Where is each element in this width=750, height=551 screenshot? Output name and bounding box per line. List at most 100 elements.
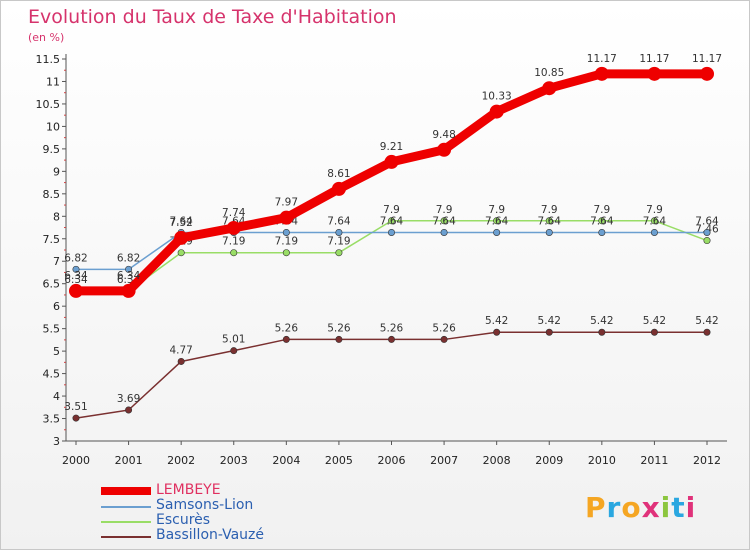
data-point <box>335 228 343 236</box>
data-point <box>440 217 448 225</box>
logo-letter: r <box>606 491 622 524</box>
data-label: 5.26 <box>432 322 456 334</box>
data-point <box>387 217 395 225</box>
data-point <box>493 228 501 236</box>
data-label: 6.82 <box>117 252 140 264</box>
y-tick-label: 3.5 <box>43 413 61 426</box>
data-label: 11.17 <box>639 53 669 65</box>
data-point <box>335 335 343 343</box>
data-point <box>282 249 290 257</box>
y-tick-label: 6 <box>53 300 60 313</box>
data-point <box>545 217 553 225</box>
x-tick-label: 2012 <box>693 454 721 467</box>
data-point <box>650 328 658 336</box>
data-label: 5.42 <box>590 315 613 327</box>
data-point <box>493 328 501 336</box>
data-label: 7.9 <box>436 204 453 216</box>
chart-title: Evolution du Taux de Taxe d'Habitation <box>28 6 397 28</box>
data-point <box>72 414 80 422</box>
logo-letter: o <box>621 491 642 524</box>
data-point <box>177 249 185 257</box>
x-tick-label: 2005 <box>325 454 353 467</box>
x-tick-label: 2010 <box>588 454 616 467</box>
data-point <box>230 249 238 257</box>
y-tick-label: 11 <box>46 75 60 88</box>
y-tick-label: 8 <box>53 210 60 223</box>
x-tick-label: 2009 <box>535 454 563 467</box>
y-tick-label: 5.5 <box>43 323 61 336</box>
legend-label: LEMBEYE <box>156 482 221 498</box>
legend-label: Samsons-Lion <box>156 497 254 513</box>
legend-swatch <box>101 506 151 508</box>
data-label: 7.9 <box>593 204 610 216</box>
data-point <box>703 237 711 245</box>
data-label: 5.26 <box>275 322 299 334</box>
data-label: 7.19 <box>327 236 350 248</box>
y-tick-label: 4 <box>53 390 60 403</box>
data-label: 7.64 <box>538 215 562 227</box>
data-label: 7.64 <box>695 215 719 227</box>
logo-letter: P <box>585 491 607 524</box>
data-point <box>489 104 504 119</box>
data-label: 3.69 <box>117 393 140 405</box>
x-tick-label: 2003 <box>220 454 248 467</box>
data-label: 8.61 <box>327 168 350 180</box>
data-point <box>700 66 714 81</box>
chart-unit: (en %) <box>28 31 65 44</box>
data-point <box>282 335 290 343</box>
data-point <box>121 283 136 298</box>
data-label: 6.34 <box>117 270 141 282</box>
data-label: 5.42 <box>538 315 561 327</box>
logo-letter: x <box>641 491 661 524</box>
data-point <box>650 217 658 225</box>
y-tick-label: 7 <box>53 255 60 268</box>
data-point <box>703 228 711 236</box>
data-point <box>174 230 189 245</box>
data-label: 7.19 <box>222 236 245 248</box>
data-label: 10.33 <box>482 91 512 103</box>
y-tick-label: 5 <box>53 345 60 358</box>
data-point <box>440 228 448 236</box>
data-point <box>493 217 501 225</box>
data-label: 5.26 <box>380 322 404 334</box>
data-label: 7.9 <box>383 204 400 216</box>
data-label: 11.17 <box>692 53 722 65</box>
data-point <box>177 357 185 365</box>
data-label: 7.9 <box>646 204 663 216</box>
y-tick-label: 6.5 <box>43 278 61 291</box>
data-label: 9.21 <box>380 141 403 153</box>
data-point <box>437 142 452 157</box>
data-label: 5.01 <box>222 334 245 346</box>
data-label: 7.52 <box>169 217 192 229</box>
x-tick-label: 2001 <box>115 454 143 467</box>
data-point <box>598 217 606 225</box>
data-point <box>545 328 553 336</box>
data-label: 6.34 <box>64 270 88 282</box>
data-label: 7.64 <box>380 215 404 227</box>
data-label: 7.64 <box>485 215 509 227</box>
data-point <box>230 347 238 355</box>
x-tick-label: 2006 <box>378 454 406 467</box>
data-label: 3.51 <box>64 401 87 413</box>
data-label: 5.42 <box>643 315 666 327</box>
x-tick-label: 2000 <box>62 454 90 467</box>
x-tick-label: 2008 <box>483 454 511 467</box>
data-point <box>545 228 553 236</box>
legend-swatch <box>101 487 151 495</box>
data-point <box>387 335 395 343</box>
y-tick-label: 10.5 <box>36 98 61 111</box>
data-label: 11.17 <box>587 53 617 65</box>
logo-letter: i <box>660 491 672 524</box>
y-tick-label: 3 <box>53 435 60 448</box>
data-label: 7.9 <box>541 204 558 216</box>
x-tick-label: 2004 <box>272 454 300 467</box>
y-tick-label: 7.5 <box>43 233 61 246</box>
data-point <box>72 265 80 273</box>
data-point <box>598 228 606 236</box>
data-label: 7.64 <box>590 215 614 227</box>
y-tick-label: 8.5 <box>43 188 61 201</box>
y-tick-label: 9.5 <box>43 143 61 156</box>
data-point <box>650 228 658 236</box>
